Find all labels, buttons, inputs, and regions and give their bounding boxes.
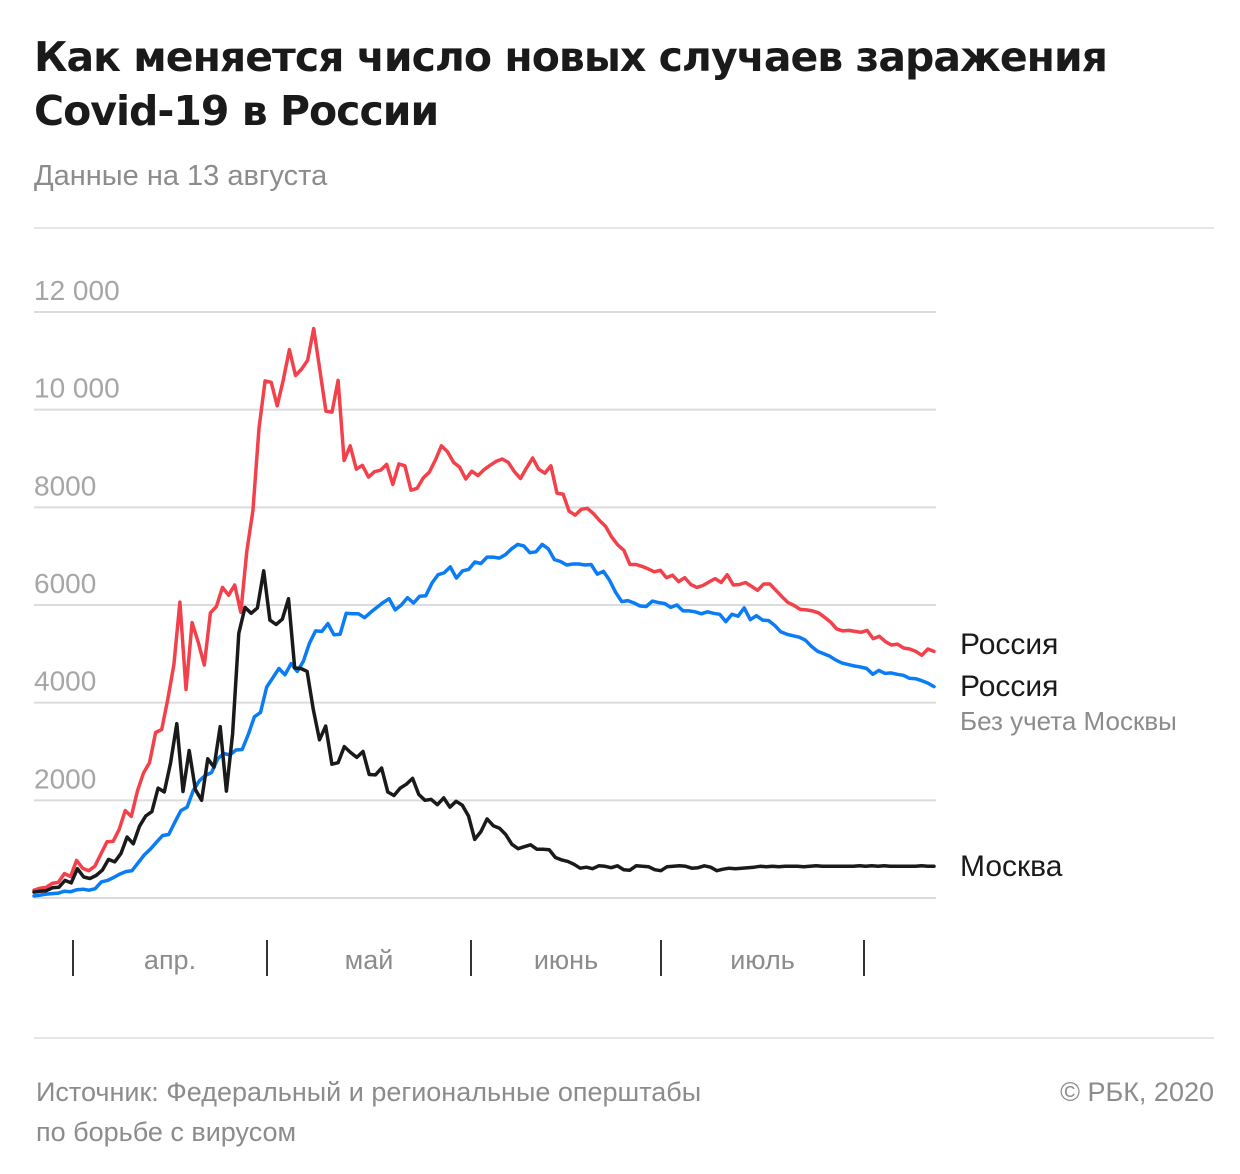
bottom-divider <box>34 1037 1214 1039</box>
y-tick-label: 8000 <box>34 470 96 501</box>
top-divider <box>34 227 1214 229</box>
title-line-1: Как меняется число новых случаев заражен… <box>34 33 1108 81</box>
title-line-2: Covid-19 в России <box>34 87 439 135</box>
page-title: Как меняется число новых случаев заражен… <box>34 30 1214 138</box>
page-subtitle: Данные на 13 августа <box>34 160 328 192</box>
series-line-russia_ex_moscow <box>32 542 936 898</box>
month-label: июнь <box>534 945 598 975</box>
month-label: июль <box>730 945 795 975</box>
y-tick-label: 2000 <box>34 763 96 794</box>
month-label: май <box>345 945 394 975</box>
y-tick-label: 10 000 <box>34 373 120 404</box>
month-label: апр. <box>144 945 196 975</box>
series-note-ex-moscow: Без учета Москвы <box>960 706 1177 736</box>
series-line-moscow <box>32 569 936 894</box>
line-chart: 2000 4000 6000 8000 10 000 12 000 апр. май июнь и… <box>32 275 1177 976</box>
source-note: Источник: Федеральный и региональные опе… <box>36 1072 701 1152</box>
series-label-russia: Россия <box>960 628 1058 661</box>
series-label-moscow: Москва <box>960 850 1063 883</box>
source-line-2: по борьбе с вирусом <box>36 1117 297 1147</box>
series-label-russia-ex-moscow: Россия <box>960 670 1058 703</box>
y-tick-label: 4000 <box>34 666 96 697</box>
source-line-1: Источник: Федеральный и региональные опе… <box>36 1077 702 1107</box>
series-line-russia <box>32 326 936 892</box>
y-tick-label: 12 000 <box>34 275 120 306</box>
y-tick-label: 6000 <box>34 568 96 599</box>
copyright: © РБК, 2020 <box>1060 1077 1214 1107</box>
